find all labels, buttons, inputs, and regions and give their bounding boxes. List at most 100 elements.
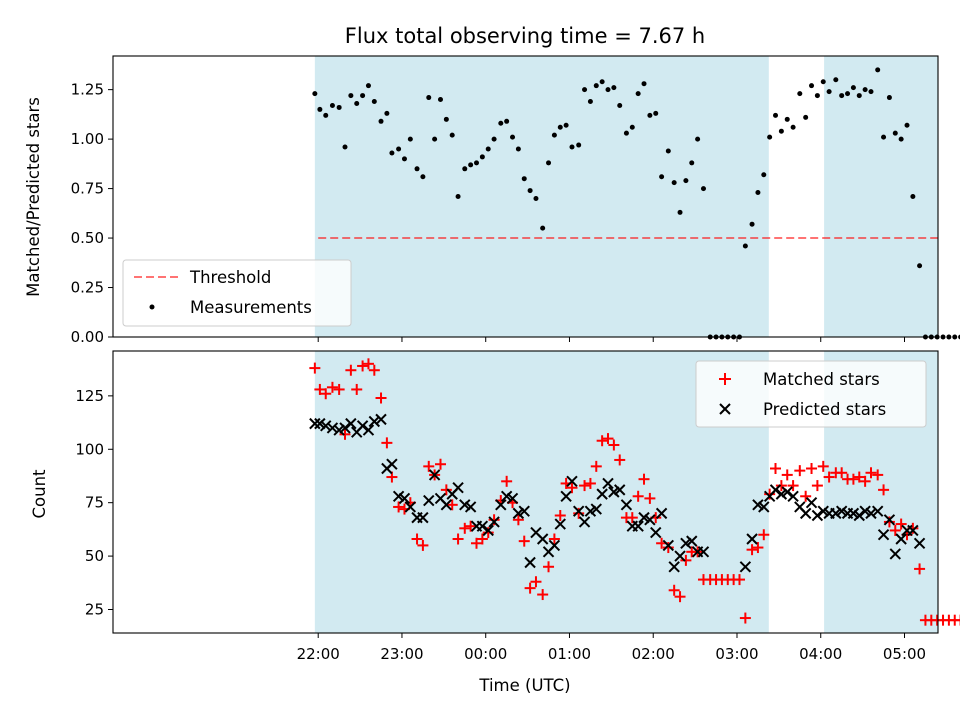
matched-star-point-38 — [537, 589, 549, 601]
matched-star-point-44 — [573, 507, 585, 519]
measurement-point-54 — [635, 91, 641, 97]
matched-star-point-37 — [530, 576, 542, 588]
xtick-label-5: 03:00 — [715, 645, 758, 663]
predicted-star-point-91 — [889, 548, 901, 560]
measurement-point-34 — [515, 146, 521, 152]
measurement-point-10 — [371, 99, 377, 105]
predicted-star-point-52 — [620, 499, 633, 511]
ratio-ytick-label-1: 0.25 — [71, 279, 104, 297]
predicted-star-point-74 — [787, 490, 799, 502]
matched-star-point-25 — [459, 522, 471, 534]
measurement-point-62 — [683, 178, 689, 184]
predicted-star-point-11 — [375, 413, 387, 426]
predicted-star-point-88 — [871, 505, 884, 517]
predicted-star-point-94 — [907, 524, 919, 537]
matched-star-point-22 — [440, 484, 452, 496]
predicted-star-point-0 — [309, 417, 321, 430]
count-shaded-interval-0 — [314, 351, 769, 633]
predicted-star-point-58 — [655, 507, 668, 520]
measurement-point-52 — [623, 130, 629, 136]
measurement-point-23 — [449, 132, 455, 138]
matched-star-point-41 — [554, 510, 566, 521]
matched-star-point-54 — [632, 490, 644, 502]
predicted-star-point-48 — [596, 488, 608, 500]
matched-star-point-2 — [320, 388, 332, 400]
measurement-point-105 — [940, 334, 946, 340]
matched-star-point-75 — [758, 529, 770, 541]
measurement-point-4 — [336, 104, 342, 110]
predicted-star-point-47 — [590, 503, 602, 515]
matched-star-point-98 — [895, 518, 907, 530]
xtick-label-7: 05:00 — [883, 645, 926, 663]
measurement-point-57 — [653, 110, 659, 116]
matched-star-point-14 — [393, 501, 405, 513]
matched-star-point-93 — [865, 467, 877, 479]
matched-star-point-4 — [333, 383, 345, 395]
ratio-shaded-interval-0 — [314, 56, 769, 337]
predicted-star-point-36 — [524, 556, 536, 569]
predicted-star-point-77 — [805, 496, 818, 509]
matched-star-point-72 — [739, 612, 751, 624]
matched-star-point-108 — [955, 614, 960, 626]
matched-star-point-10 — [368, 364, 380, 376]
predicted-star-point-8 — [356, 420, 369, 432]
measurement-point-40 — [551, 132, 557, 138]
ratio-panel-frame — [112, 55, 939, 338]
measurement-point-61 — [677, 209, 683, 215]
measurement-point-6 — [348, 93, 354, 99]
ratio-ytick-label-0: 0.00 — [71, 328, 104, 346]
count-ytick-label-0: 25 — [85, 601, 104, 619]
matched-star-point-7 — [351, 383, 363, 395]
measurement-point-74 — [755, 190, 761, 196]
measurement-point-56 — [647, 112, 653, 118]
measurement-point-32 — [504, 118, 510, 124]
ratio-ytick-label-2: 0.50 — [71, 229, 104, 247]
predicted-star-point-13 — [386, 458, 398, 470]
measurement-point-38 — [540, 225, 546, 231]
measurement-point-65 — [700, 186, 706, 192]
measurement-point-19 — [426, 95, 432, 101]
matched-star-point-46 — [584, 477, 596, 489]
predicted-star-point-61 — [674, 550, 686, 562]
measurement-point-41 — [557, 124, 563, 130]
measurement-point-51 — [617, 102, 623, 108]
predicted-star-point-87 — [865, 507, 877, 520]
matched-star-point-43 — [566, 482, 578, 494]
measurement-point-50 — [611, 85, 617, 91]
matched-star-point-71 — [733, 574, 745, 586]
measurement-point-44 — [576, 142, 582, 148]
matched-star-point-12 — [381, 437, 393, 449]
matched-star-point-95 — [878, 484, 890, 496]
xtick-label-3: 01:00 — [548, 645, 591, 663]
predicted-star-point-30 — [488, 516, 500, 528]
matched-star-point-5 — [339, 428, 351, 440]
matched-star-point-21 — [434, 458, 446, 470]
measurement-point-101 — [917, 263, 923, 269]
matched-star-point-34 — [512, 514, 524, 526]
measurement-point-82 — [803, 114, 809, 120]
matched-star-point-6 — [345, 364, 357, 376]
measurement-point-21 — [437, 97, 443, 103]
xtick-label-4: 02:00 — [632, 645, 675, 663]
measurement-point-30 — [491, 136, 497, 142]
predicted-star-point-63 — [686, 535, 698, 547]
count-y-axis-label: Count — [30, 469, 49, 519]
measurement-point-106 — [946, 334, 952, 340]
ratio-legend: Threshold Measurements — [122, 259, 352, 327]
matched-star-point-80 — [787, 480, 799, 492]
measurement-point-1 — [317, 106, 323, 112]
measurement-point-11 — [378, 118, 384, 124]
predicted-star-point-56 — [644, 514, 656, 526]
matched-star-point-90 — [847, 473, 859, 485]
measurement-point-97 — [892, 130, 898, 136]
matched-star-point-3 — [326, 381, 338, 393]
matched-star-point-39 — [543, 561, 555, 573]
matched-star-point-49 — [602, 433, 614, 445]
measurement-point-98 — [898, 136, 904, 142]
matched-star-point-92 — [859, 475, 871, 487]
matched-star-point-81 — [794, 465, 806, 477]
measurement-point-27 — [474, 160, 480, 166]
matched-star-point-18 — [417, 539, 429, 551]
predicted-star-point-51 — [614, 484, 626, 496]
predicted-star-point-33 — [506, 492, 519, 505]
